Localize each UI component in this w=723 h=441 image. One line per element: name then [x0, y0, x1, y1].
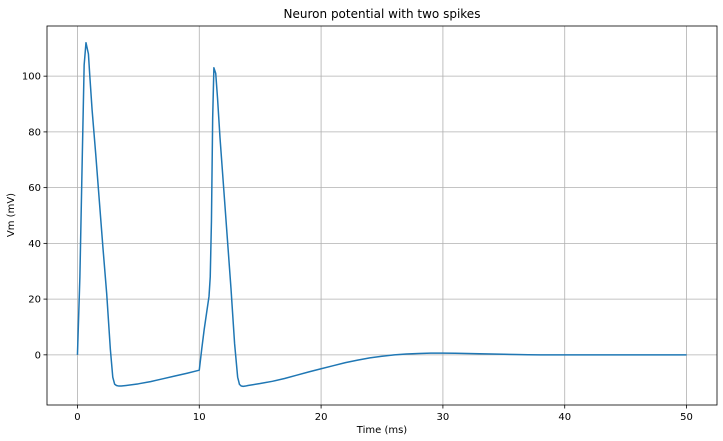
chart-title: Neuron potential with two spikes [284, 7, 481, 21]
y-tick-label: 100 [22, 72, 41, 83]
tick-labels: 0 10 20 30 40 50 0 20 40 60 80 100 [22, 72, 693, 423]
plot-area [47, 26, 717, 405]
x-tick-label: 50 [680, 412, 693, 423]
series-group [76, 41, 687, 388]
y-axis-label: Vm (mV) [6, 193, 17, 237]
plot-frame [46, 25, 718, 406]
x-tick-label: 10 [193, 412, 206, 423]
y-tick-label: 40 [28, 239, 41, 250]
y-tick-label: 20 [28, 295, 41, 306]
x-tick-label: 20 [315, 412, 328, 423]
x-axis-label: Time (ms) [356, 425, 408, 436]
y-tick-label: 0 [35, 350, 41, 361]
x-tick-label: 0 [74, 412, 80, 423]
tick-marks [43, 75, 687, 409]
y-tick-label: 60 [28, 183, 41, 194]
x-tick-label: 30 [437, 412, 450, 423]
y-tick-label: 80 [28, 127, 41, 138]
x-tick-label: 40 [558, 412, 571, 423]
series-line [76, 41, 687, 388]
